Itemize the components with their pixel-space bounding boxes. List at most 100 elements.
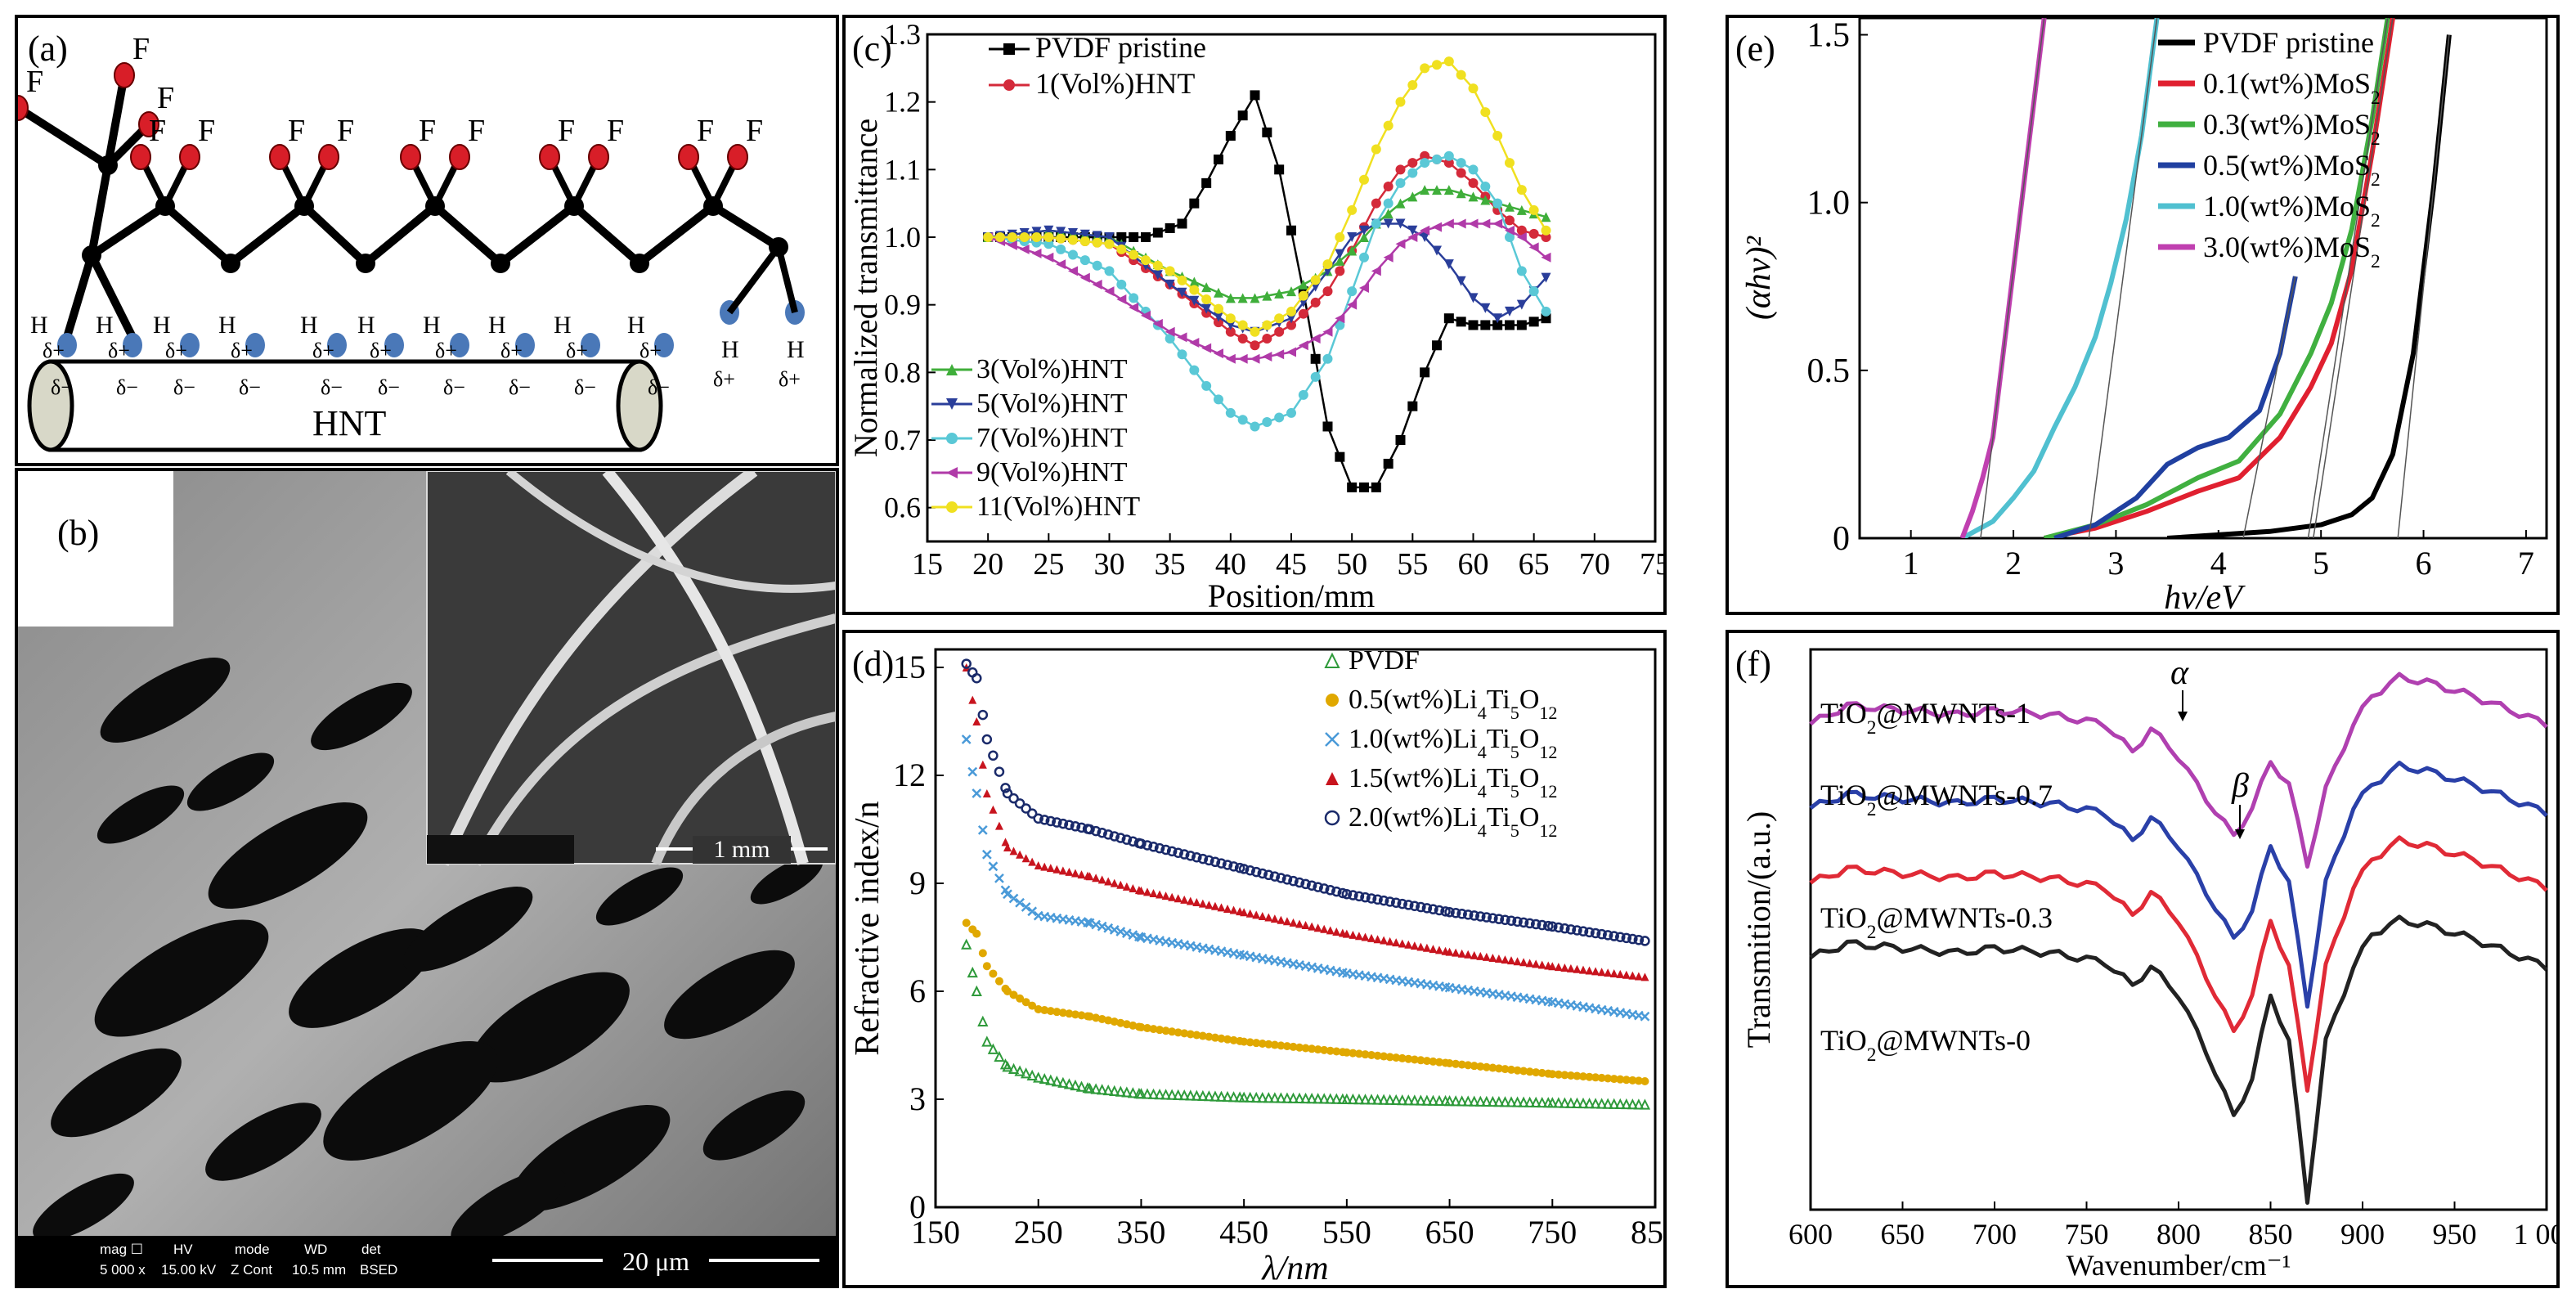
data-point — [1225, 326, 1236, 337]
data-point — [1398, 939, 1407, 948]
data-point — [1031, 232, 1042, 242]
series-11(Vol%)HNT — [983, 56, 1551, 337]
data-point — [1528, 228, 1539, 239]
plot-frame — [934, 648, 1657, 1209]
data-point — [1633, 934, 1645, 945]
data-point — [1201, 177, 1212, 188]
data-point — [1142, 1088, 1153, 1099]
data-point — [1371, 218, 1381, 229]
data-point — [1349, 930, 1358, 939]
data-point — [1444, 906, 1455, 918]
data-point — [1456, 168, 1466, 178]
data-point — [1528, 317, 1539, 327]
hydrogen-label: H — [357, 312, 375, 339]
data-point — [1474, 1095, 1486, 1107]
data-point — [1308, 1044, 1317, 1053]
x-tick-label: 25 — [1033, 547, 1064, 582]
data-point — [1300, 878, 1311, 890]
data-point — [1318, 883, 1330, 894]
data-point — [1372, 894, 1383, 905]
data-point — [1262, 352, 1272, 362]
data-point — [1046, 1007, 1055, 1016]
data-point — [1492, 198, 1503, 209]
data-point — [1102, 829, 1114, 840]
legend-label: 9(Vol%)HNT — [976, 457, 1128, 487]
series-PVDF — [961, 938, 1651, 1110]
data-point — [1077, 870, 1086, 879]
data-point — [1395, 198, 1406, 209]
data-point — [1420, 63, 1430, 74]
data-point — [1122, 882, 1131, 891]
tangent-line — [2313, 18, 2394, 538]
hydrogen-atom — [515, 333, 535, 357]
data-point — [1070, 869, 1079, 878]
data-point — [1347, 204, 1358, 215]
hydrogen-label: H — [153, 312, 171, 339]
sem-info-bar: mag ☐ 5 000 x HV 15.00 kV mode Z Cont WD… — [18, 1236, 836, 1285]
data-point — [1210, 1033, 1219, 1042]
data-point — [1043, 239, 1054, 249]
panel-c: (c) 15 20 25 30 35 40 45 50 55 60 65 70 75 0.6 0.7 0.8 0.… — [842, 15, 1667, 615]
sem-inset: 1 mm — [426, 471, 836, 866]
data-point — [1416, 901, 1426, 913]
data-point — [1116, 244, 1127, 254]
data-point — [1274, 164, 1285, 175]
panel-f: (f) 600 650 700 750 800 850 900 950 1 000 Wavenumb… — [1726, 630, 2560, 1288]
x-axis-label: hv/eV — [2164, 579, 2246, 612]
data-point — [1225, 313, 1236, 324]
legend-label: 0.5(wt%)Li4Ti5O12 — [1349, 685, 1557, 723]
data-point — [1500, 914, 1510, 925]
data-point — [1021, 1067, 1032, 1079]
x-tick-label: 950 — [2433, 1218, 2477, 1251]
data-point — [1007, 232, 1017, 242]
data-point — [1092, 874, 1101, 883]
data-point — [1443, 1094, 1456, 1107]
x-tick-label: 55 — [1397, 547, 1428, 582]
sem-pore — [451, 1169, 567, 1246]
data-point — [1525, 1067, 1534, 1076]
data-point — [1129, 249, 1139, 260]
data-point — [1468, 164, 1479, 175]
data-point — [1286, 286, 1296, 297]
data-point — [1326, 1046, 1335, 1055]
data-point — [1001, 838, 1010, 847]
data-point — [1403, 900, 1414, 910]
data-point — [1258, 911, 1267, 920]
data-point — [1585, 1072, 1594, 1081]
x-tick-label: 250 — [1014, 1214, 1063, 1251]
series-line — [1809, 835, 2548, 1094]
data-point — [1250, 866, 1262, 878]
data-point — [1493, 1096, 1505, 1107]
data-point — [1480, 303, 1491, 313]
data-point — [1033, 813, 1043, 824]
panel-f-label: (f) — [1735, 644, 1771, 684]
fluorine-label: F — [198, 114, 215, 148]
data-point — [1331, 1093, 1342, 1104]
data-point — [1609, 931, 1619, 941]
series-label: TiO2@MWNTs-0.7 — [1820, 779, 2053, 820]
data-point — [1452, 948, 1461, 957]
data-point — [1609, 969, 1618, 977]
data-point — [994, 766, 1005, 777]
data-point — [1077, 1011, 1086, 1020]
data-point — [1572, 925, 1582, 936]
data-point — [1475, 911, 1486, 922]
data-point — [1537, 1068, 1546, 1077]
data-point — [1262, 320, 1272, 330]
data-point — [1085, 1012, 1094, 1021]
x-tick-label: 900 — [2340, 1218, 2385, 1251]
data-point — [1492, 313, 1503, 324]
data-point — [1390, 1094, 1402, 1106]
data-point — [1371, 198, 1381, 209]
data-point — [1482, 1062, 1491, 1071]
data-point — [989, 805, 998, 814]
x-tick-label: 45 — [1276, 547, 1307, 582]
data-point — [1516, 299, 1527, 310]
data-point — [1602, 930, 1613, 941]
data-point — [1306, 1093, 1317, 1104]
data-point — [1310, 371, 1321, 382]
data-point — [1166, 846, 1178, 857]
data-point — [1621, 1098, 1632, 1110]
fluorine-label: F — [468, 114, 485, 148]
